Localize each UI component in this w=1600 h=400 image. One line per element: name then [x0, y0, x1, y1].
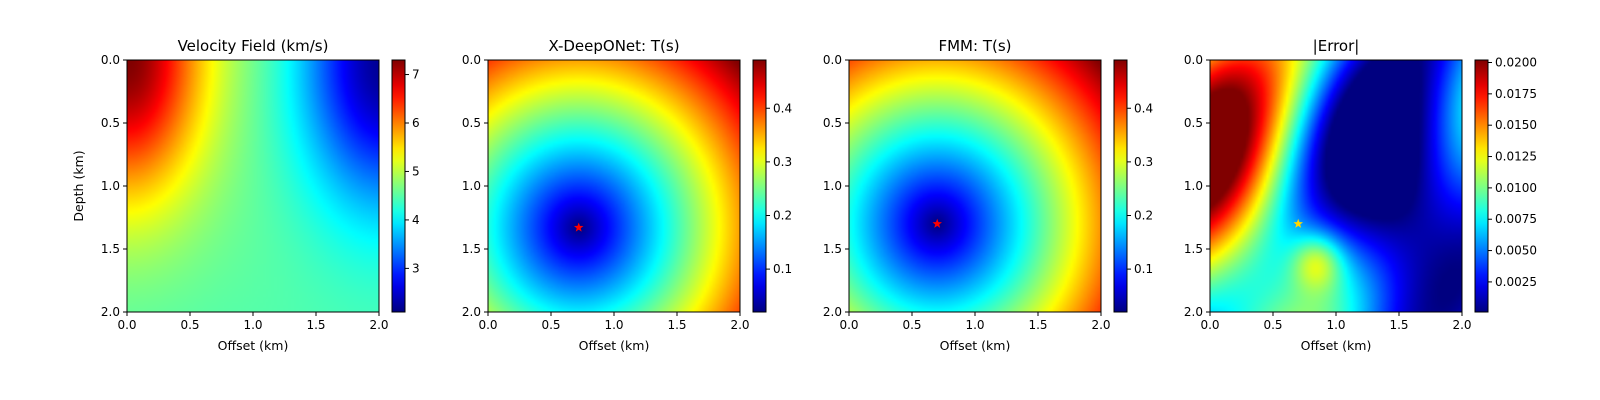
- heatmap-image: [488, 60, 740, 312]
- colorbar-tick-label: 3: [412, 261, 420, 275]
- x-tick-label: 1.5: [1028, 318, 1047, 332]
- y-tick-label: 0.5: [823, 116, 842, 130]
- colorbar-tick-label: 0.0025: [1495, 275, 1537, 289]
- chart-title: Velocity Field (km/s): [178, 37, 329, 55]
- chart-title: FMM: T(s): [938, 37, 1011, 55]
- y-tick-label: 1.0: [823, 179, 842, 193]
- x-tick-label: 0.0: [839, 318, 858, 332]
- x-axis-label: Offset (km): [218, 338, 289, 353]
- colorbar: [391, 59, 406, 313]
- source-star-marker: [1293, 218, 1303, 228]
- colorbar-tick-label: 7: [412, 68, 420, 82]
- y-tick-label: 1.5: [462, 242, 481, 256]
- x-tick-label: 0.0: [117, 318, 136, 332]
- source-star-marker: [573, 222, 584, 232]
- x-axis-label: Offset (km): [579, 338, 650, 353]
- chart-title: |Error|: [1313, 37, 1360, 55]
- x-tick-label: 2.0: [730, 318, 749, 332]
- colorbar-tick-label: 0.4: [773, 101, 792, 115]
- y-tick-label: 0.0: [1184, 53, 1203, 67]
- colorbar-tick-label: 0.0100: [1495, 181, 1537, 195]
- y-tick-label: 0.5: [101, 116, 120, 130]
- y-tick-label: 2.0: [823, 305, 842, 319]
- x-tick-label: 0.5: [180, 318, 199, 332]
- colorbar-tick-label: 0.3: [1134, 155, 1153, 169]
- x-tick-label: 1.0: [604, 318, 623, 332]
- chart-panel-4: |Error|0.0 0.5 1.0 1.5 2.00.00.51.01.52.0Off…: [1184, 37, 1537, 353]
- y-tick-label: 0.0: [823, 53, 842, 67]
- y-tick-label: 2.0: [462, 305, 481, 319]
- x-tick-label: 2.0: [1452, 318, 1471, 332]
- colorbar: [752, 59, 767, 313]
- x-tick-label: 0.5: [541, 318, 560, 332]
- y-tick-label: 1.5: [101, 242, 120, 256]
- colorbar-tick-label: 4: [412, 213, 420, 227]
- heatmap-image: [127, 60, 379, 312]
- colorbar-tick-label: 0.0125: [1495, 150, 1537, 164]
- colorbar-tick-label: 0.0050: [1495, 244, 1537, 258]
- x-tick-label: 2.0: [1091, 318, 1110, 332]
- chart-panel-2: X-DeepONet: T(s)0.0 0.5 1.0 1.5 2.00.00.51.0…: [462, 37, 792, 353]
- chart-panel-1: Velocity Field (km/s)0.0 0.5 1.0 1.5 2.00.00…: [71, 37, 420, 353]
- x-tick-label: 0.5: [902, 318, 921, 332]
- chart-title: X-DeepONet: T(s): [548, 37, 679, 55]
- x-axis-label: Offset (km): [1301, 338, 1372, 353]
- y-tick-label: 1.0: [101, 179, 120, 193]
- y-tick-label: 0.5: [1184, 116, 1203, 130]
- x-tick-label: 1.5: [1389, 318, 1408, 332]
- heatmap-image: [1210, 60, 1462, 312]
- x-tick-label: 0.5: [1263, 318, 1282, 332]
- x-axis-label: Offset (km): [940, 338, 1011, 353]
- colorbar-tick-label: 0.0175: [1495, 87, 1537, 101]
- colorbar: [1113, 59, 1128, 313]
- colorbar-tick-label: 5: [412, 164, 420, 178]
- y-tick-label: 0.0: [462, 53, 481, 67]
- y-tick-label: 2.0: [1184, 305, 1203, 319]
- colorbar-tick-label: 0.3: [773, 155, 792, 169]
- x-tick-label: 1.0: [1326, 318, 1345, 332]
- y-tick-label: 1.0: [462, 179, 481, 193]
- x-tick-label: 2.0: [369, 318, 388, 332]
- x-tick-label: 1.5: [306, 318, 325, 332]
- colorbar-tick-label: 0.0200: [1495, 56, 1537, 70]
- x-tick-label: 1.0: [243, 318, 262, 332]
- y-tick-label: 0.0: [101, 53, 120, 67]
- x-tick-label: 1.5: [667, 318, 686, 332]
- source-star-marker: [932, 218, 942, 228]
- x-tick-label: 0.0: [478, 318, 497, 332]
- heatmap-image: [849, 60, 1101, 312]
- y-tick-label: 1.5: [1184, 242, 1203, 256]
- y-axis-label: Depth (km): [71, 150, 86, 221]
- colorbar-tick-label: 0.1: [773, 262, 792, 276]
- chart-panel-3: FMM: T(s)0.0 0.5 1.0 1.5 2.00.00.51.01.52.0O…: [823, 37, 1153, 353]
- y-tick-label: 1.0: [1184, 179, 1203, 193]
- colorbar-tick-label: 0.0150: [1495, 118, 1537, 132]
- x-tick-label: 0.0: [1200, 318, 1219, 332]
- colorbar-tick-label: 6: [412, 116, 420, 130]
- colorbar: [1474, 59, 1489, 313]
- colorbar-tick-label: 0.2: [773, 208, 792, 222]
- y-tick-label: 2.0: [101, 305, 120, 319]
- colorbar-tick-label: 0.0075: [1495, 212, 1537, 226]
- x-tick-label: 1.0: [965, 318, 984, 332]
- colorbar-tick-label: 0.2: [1134, 208, 1153, 222]
- y-tick-label: 0.5: [462, 116, 481, 130]
- y-tick-label: 1.5: [823, 242, 842, 256]
- colorbar-tick-label: 0.1: [1134, 262, 1153, 276]
- colorbar-tick-label: 0.4: [1134, 101, 1153, 115]
